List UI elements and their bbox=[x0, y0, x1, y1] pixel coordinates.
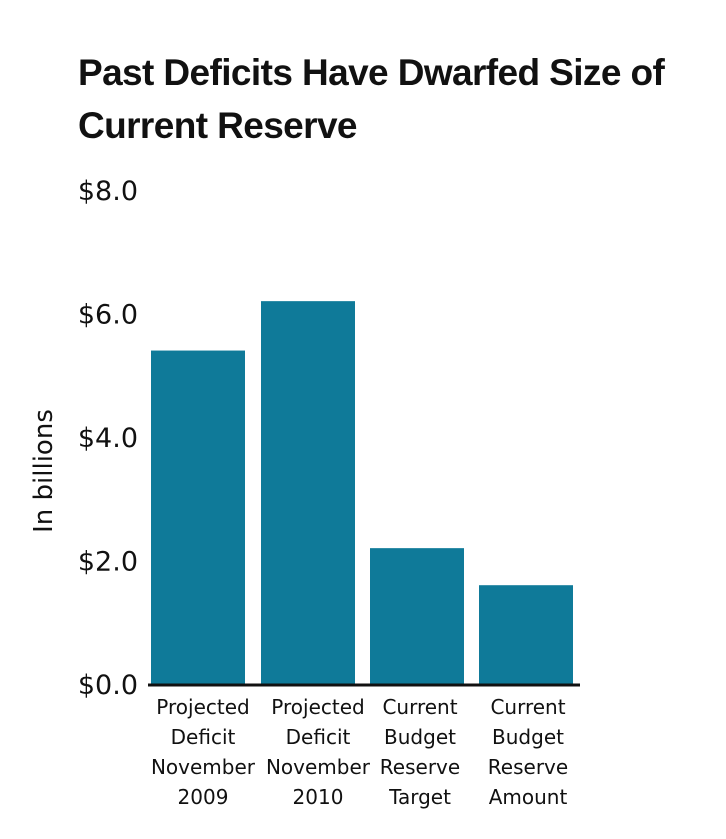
bar bbox=[370, 548, 464, 684]
bars bbox=[151, 301, 573, 684]
bar bbox=[479, 585, 573, 684]
bar bbox=[151, 350, 245, 684]
x-category-label: Projected Deficit November 2009 bbox=[151, 695, 256, 809]
x-category-label: Projected Deficit November 2010 bbox=[266, 695, 371, 809]
chart-title: Past Deficits Have Dwarfed Size of Curre… bbox=[78, 52, 665, 146]
y-tick-label: $4.0 bbox=[78, 423, 138, 454]
y-axis-label-group: In billions bbox=[29, 409, 59, 533]
y-tick-label: $2.0 bbox=[78, 547, 138, 578]
x-category-label: Current Budget Reserve Target bbox=[380, 695, 460, 809]
y-tick-labels: $0.0 $2.0 $4.0 $6.0 $8.0 bbox=[78, 176, 138, 701]
y-tick-label: $0.0 bbox=[78, 670, 138, 701]
y-axis-label: In billions bbox=[29, 409, 59, 533]
y-tick-label: $8.0 bbox=[78, 176, 138, 207]
y-tick-label: $6.0 bbox=[78, 300, 138, 331]
bar bbox=[261, 301, 355, 684]
x-category-label: Current Budget Reserve Amount bbox=[488, 695, 568, 809]
